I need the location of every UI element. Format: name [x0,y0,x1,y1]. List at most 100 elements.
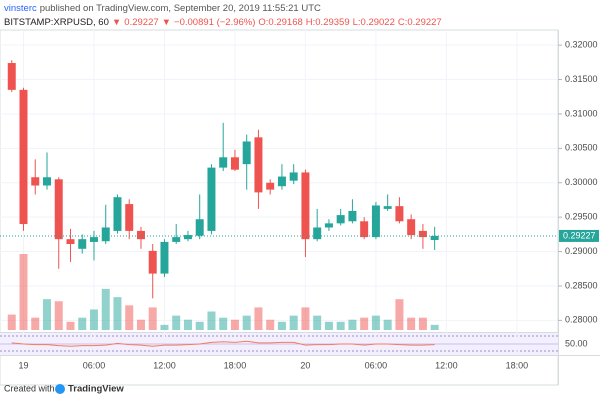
ohlc-low: L:0.29022 [352,17,395,28]
candle-body [360,221,369,238]
volume-bar [348,319,357,330]
candle-body [313,227,322,240]
volume-bar [254,307,263,330]
rsi-tick-label: 50.00 [565,338,588,348]
volume-bar [66,321,75,330]
candle-body [324,223,333,228]
candle-body [54,179,63,240]
y-tick-label: 0.30500 [565,143,598,153]
change: −0.00891 (−2.96%) [174,17,256,28]
volume-bar [172,315,181,330]
y-tick-label: 0.28500 [565,280,598,290]
y-tick-label: 0.31000 [565,108,598,118]
volume-bar [430,324,439,330]
candle-body [148,250,157,274]
volume-bar [324,321,333,330]
candle-body [371,205,380,238]
x-tick-label: 12:00 [153,360,176,370]
candle-body [207,167,216,231]
author[interactable]: vinsterc [4,3,37,14]
candle-body [242,141,251,165]
volume-bar [383,319,392,330]
rsi-line [11,340,435,347]
ohlc-high: H:0.29359 [305,17,350,28]
volume-bar [42,299,51,330]
brand[interactable]: TradingView [68,384,124,395]
candle-body [31,177,40,186]
x-tick-label: 06:00 [83,360,106,370]
volume-bar [89,309,98,330]
candle-body [183,235,192,240]
symbol-line: BITSTAMP:XRPUSD, 60 ▼ 0.29227 ▼ −0.00891 (−2… [4,17,445,28]
candle-body [407,219,416,236]
candle-body [254,137,263,193]
candle-body [172,237,181,242]
volume-bar [266,319,275,330]
down-arrow: ▼ [111,17,122,28]
candle-body [266,182,275,190]
candle-body [336,215,345,224]
x-tick-label: 20 [300,360,310,370]
candle-body [430,235,439,240]
volume-bar [54,301,63,330]
ohlc-open: O:0.29168 [258,17,303,28]
symbol: BITSTAMP:XRPUSD, 60 [4,17,109,28]
candle-body [301,172,310,240]
volume-bar [160,324,169,330]
volume-bar [7,314,16,330]
volume-bar [195,321,204,330]
candle-body [160,241,169,274]
candle-body [89,237,98,242]
volume-bar [125,305,134,330]
y-tick-label: 0.29500 [565,212,598,222]
volume-bar [78,317,87,330]
publish-line: vinsterc published on TradingView.com, Se… [4,3,324,14]
volume-bar [136,319,145,330]
candle-body [277,176,286,187]
x-tick-label: 18:00 [224,360,247,370]
volume-bar [313,315,322,330]
last-price-label: 0.29227 [563,230,596,240]
last-price-box [559,229,599,242]
down-arrow: ▼ [161,17,172,28]
y-tick-label: 0.29000 [565,246,598,256]
volume-bar [395,299,404,330]
candle-body [383,206,392,209]
volume-bar [113,297,122,330]
candle-body [125,204,134,231]
created-with: Created with [4,383,55,393]
y-tick-label: 0.28000 [565,315,598,325]
candle-body [219,157,228,168]
ohlc-close: C:0.29227 [397,17,442,28]
candle-body [395,206,404,222]
candle-body [101,227,110,242]
last: 0.29227 [124,17,159,28]
y-tick-label: 0.32000 [565,40,598,50]
volume-bar [230,319,239,330]
candle-body [195,219,204,236]
volume-bar [31,317,40,330]
candle-body [348,210,357,222]
volume-bar [407,317,416,330]
candle-body [289,172,298,181]
volume-bar [371,315,380,330]
candle-body [113,197,122,231]
volume-bar [207,311,216,330]
y-tick-label: 0.30000 [565,177,598,187]
volume-bar [219,317,228,330]
frame [0,29,559,386]
volume-bar [418,317,427,330]
candle-body [7,63,16,90]
x-tick-label: 06:00 [365,360,388,370]
volume-bar [301,307,310,330]
x-tick-label: 18:00 [506,360,529,370]
candle-body [66,239,75,244]
volume-bar [336,321,345,330]
candle-body [230,157,239,170]
candle-body [78,239,87,249]
volume-bar [101,288,110,330]
candle-body [19,89,28,225]
y-tick-label: 0.31500 [565,74,598,84]
